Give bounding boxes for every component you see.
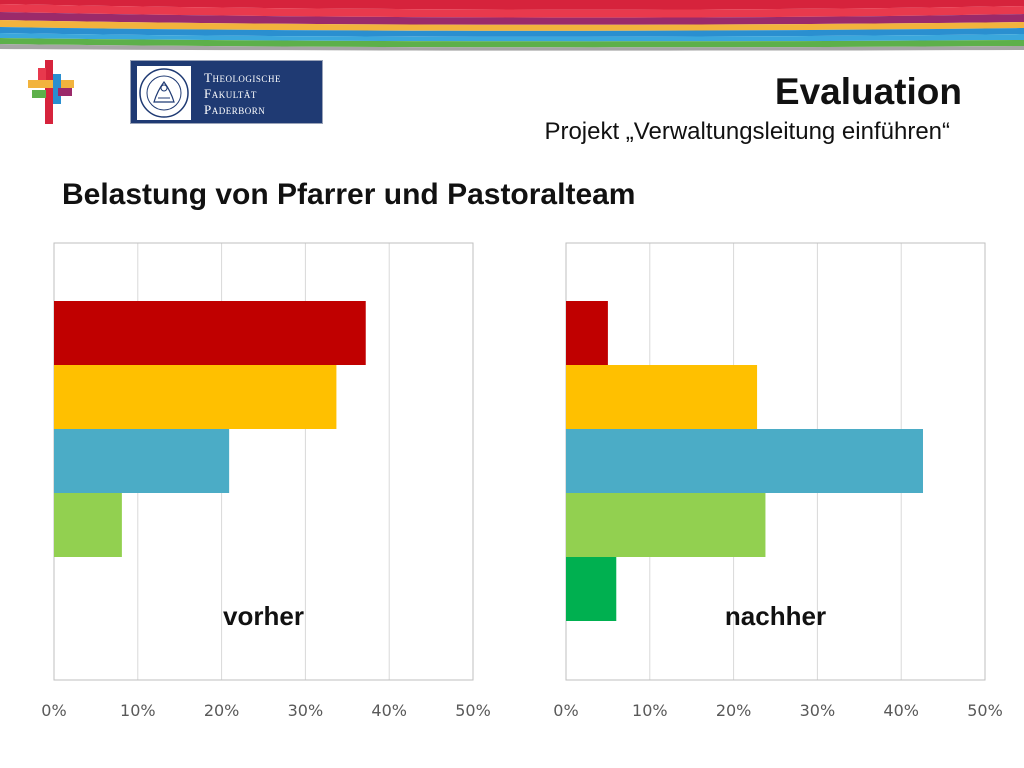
x-tick-label: 50% xyxy=(455,701,491,720)
faculty-name-line-2: Fakultät xyxy=(204,86,257,101)
faculty-name-line-1: Theologische xyxy=(204,70,281,85)
bar xyxy=(54,301,366,365)
x-tick-label: 0% xyxy=(41,701,66,720)
page-subtitle: Projekt „Verwaltungsleitung einführen“ xyxy=(544,118,950,145)
page-title: Evaluation xyxy=(774,71,962,112)
faculty-name: Theologische Fakultät Paderborn xyxy=(204,70,281,118)
bar xyxy=(54,493,122,557)
x-tick-label: 10% xyxy=(120,701,156,720)
faculty-logo: Theologische Fakultät Paderborn xyxy=(130,60,323,124)
faculty-name-line-3: Paderborn xyxy=(204,102,266,117)
x-tick-label: 40% xyxy=(371,701,407,720)
bar xyxy=(54,429,230,493)
section-title: Belastung von Pfarrer und Pastoralteam xyxy=(62,178,636,211)
chart-period-label: vorher xyxy=(223,601,304,631)
x-tick-label: 30% xyxy=(288,701,324,720)
cross-logo-icon xyxy=(28,60,74,124)
x-tick-label: 20% xyxy=(204,701,240,720)
seal-icon xyxy=(137,66,191,120)
bar xyxy=(54,365,337,429)
header-color-stripes xyxy=(0,0,1024,51)
